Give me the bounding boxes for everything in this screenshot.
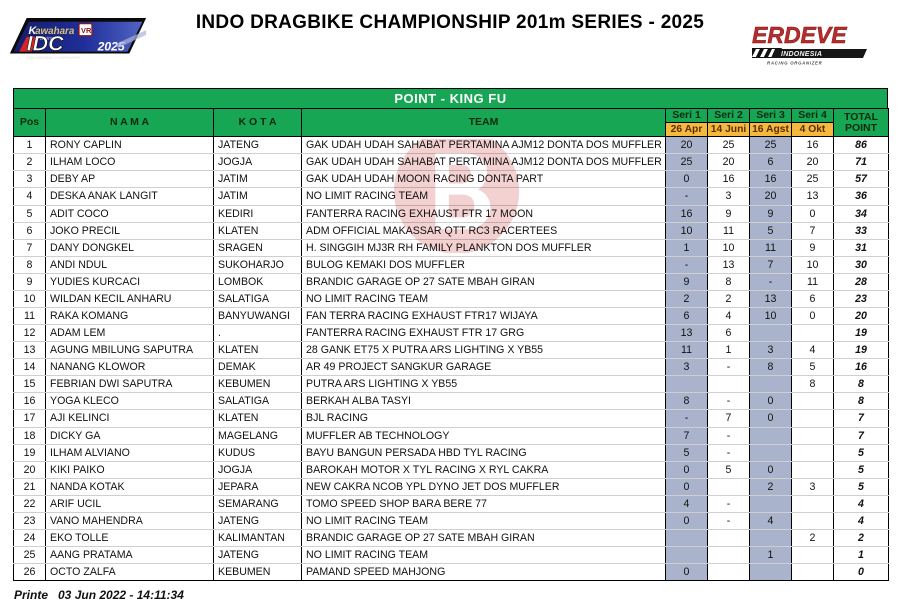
svg-text:RACING ORGANIZER: RACING ORGANIZER <box>767 61 823 66</box>
svg-text:INDONESIA: INDONESIA <box>781 51 822 58</box>
svg-text:INDO DRAGBIKE CHAMPIONSHIP: INDO DRAGBIKE CHAMPIONSHIP <box>27 56 81 60</box>
svg-text:VR: VR <box>81 26 92 35</box>
svg-text:IDC: IDC <box>27 32 64 56</box>
svg-text:ERDEVE: ERDEVE <box>752 22 847 48</box>
